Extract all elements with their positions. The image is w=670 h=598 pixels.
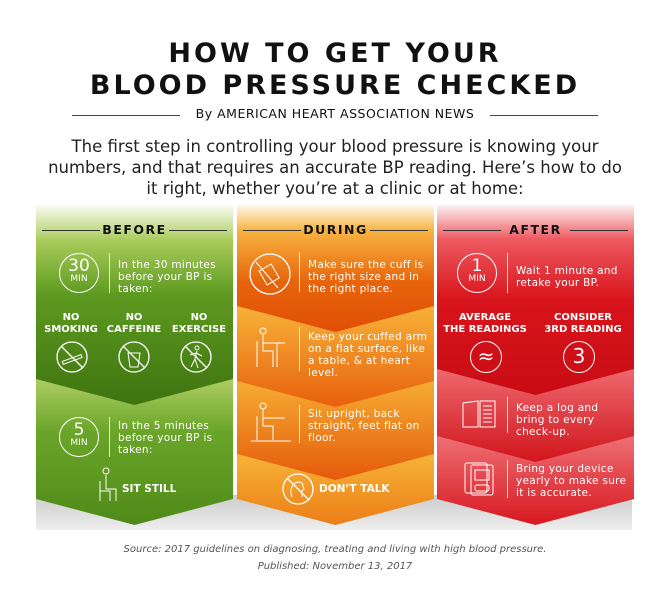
label-line: CAFFEINE xyxy=(106,324,162,335)
label-line: AVERAGE xyxy=(458,312,512,323)
divider xyxy=(109,417,110,457)
during-column: DURING Make sure the cuff is the right s… xyxy=(237,205,434,530)
bp-monitor-icon xyxy=(464,462,494,496)
timer-number: 1 xyxy=(471,256,483,276)
sitting-person-icon xyxy=(99,467,117,501)
logbook-icon xyxy=(462,400,496,428)
no-talking-icon xyxy=(282,473,314,505)
during-section-1 xyxy=(237,205,434,332)
label-line: NO xyxy=(190,312,208,323)
during-step-3-text: Sit upright, back straight, feet flat on… xyxy=(308,408,420,444)
source-note: Source: 2017 guidelines on diagnosing, t… xyxy=(123,544,547,555)
dont-talk-label: DON’T TALK xyxy=(319,483,390,495)
divider xyxy=(507,397,508,433)
before-step-1-text: In the 30 minutes before your BP is take… xyxy=(118,259,216,295)
5-min-timer-icon: 5 MIN xyxy=(59,417,99,457)
timer-number: 30 xyxy=(68,256,90,276)
during-header: DURING xyxy=(237,222,434,237)
no-smoking-label: NO SMOKING xyxy=(40,312,102,336)
label-line: THE READINGS xyxy=(443,324,527,335)
after-step-2-text: Keep a log and bring to every check-up. xyxy=(516,402,599,438)
divider xyxy=(507,253,508,293)
timer-unit: MIN xyxy=(70,438,88,448)
divider xyxy=(299,252,300,292)
timer-unit: MIN xyxy=(70,274,88,284)
no-caffeine-icon xyxy=(118,341,150,373)
before-column: BEFORE 30 MIN In the 30 minutes before yo… xyxy=(36,205,233,530)
during-step-2-text: Keep your cuffed arm on a flat surface, … xyxy=(308,331,428,379)
intro-text: The first step in controlling your blood… xyxy=(48,137,622,198)
cuff-icon xyxy=(249,253,291,295)
divider xyxy=(109,253,110,293)
sit-upright-icon xyxy=(251,402,291,442)
no-smoking-icon xyxy=(56,341,88,373)
divider xyxy=(507,460,508,498)
timer-unit: MIN xyxy=(468,274,486,284)
label-line: NO xyxy=(125,312,143,323)
after-step-1-text: Wait 1 minute and retake your BP. xyxy=(516,265,618,289)
byline: By AMERICAN HEART ASSOCIATION NEWS xyxy=(195,106,475,121)
after-step-3-text: Bring your device yearly to make sure it… xyxy=(516,463,627,499)
number-three-icon: 3 xyxy=(563,341,595,373)
label-line: EXERCISE xyxy=(171,324,227,335)
no-caffeine-label: NO CAFFEINE xyxy=(103,312,165,336)
no-exercise-icon xyxy=(180,341,212,373)
timer-number: 5 xyxy=(73,420,85,440)
published-date: Published: November 13, 2017 xyxy=(257,561,413,572)
label-line: SMOKING xyxy=(44,324,98,335)
divider xyxy=(299,405,300,443)
page-title: HOW TO GET YOUR BLOOD PRESSURE CHECKED xyxy=(0,38,670,102)
before-step-2-text: In the 5 minutes before your BP is taken… xyxy=(118,420,213,456)
before-header: BEFORE xyxy=(36,222,233,237)
after-section-1 xyxy=(437,205,634,395)
divider xyxy=(72,115,180,116)
label-line: CONSIDER xyxy=(554,312,612,323)
approx-equal-icon: ≈ xyxy=(470,341,502,373)
label-line: NO xyxy=(62,312,80,323)
1-min-timer-icon: 1 MIN xyxy=(457,253,497,293)
after-header: AFTER xyxy=(437,222,634,237)
divider xyxy=(299,327,300,371)
sit-still-label: SIT STILL xyxy=(122,483,177,495)
no-exercise-label: NO EXERCISE xyxy=(166,312,232,336)
average-readings-label: AVERAGE THE READINGS xyxy=(442,312,528,336)
during-step-1-text: Make sure the cuff is the right size and… xyxy=(308,259,424,295)
label-line: 3RD READING xyxy=(544,324,622,335)
third-reading-label: CONSIDER 3RD READING xyxy=(540,312,626,336)
divider xyxy=(490,115,598,116)
30-min-timer-icon: 30 MIN xyxy=(59,253,99,293)
title-line-1: HOW TO GET YOUR xyxy=(168,38,502,69)
title-line-2: BLOOD PRESSURE CHECKED xyxy=(89,70,581,101)
after-column: AFTER 1 MIN Wait 1 minute and retake your… xyxy=(437,205,634,530)
arm-on-table-icon xyxy=(256,327,285,367)
